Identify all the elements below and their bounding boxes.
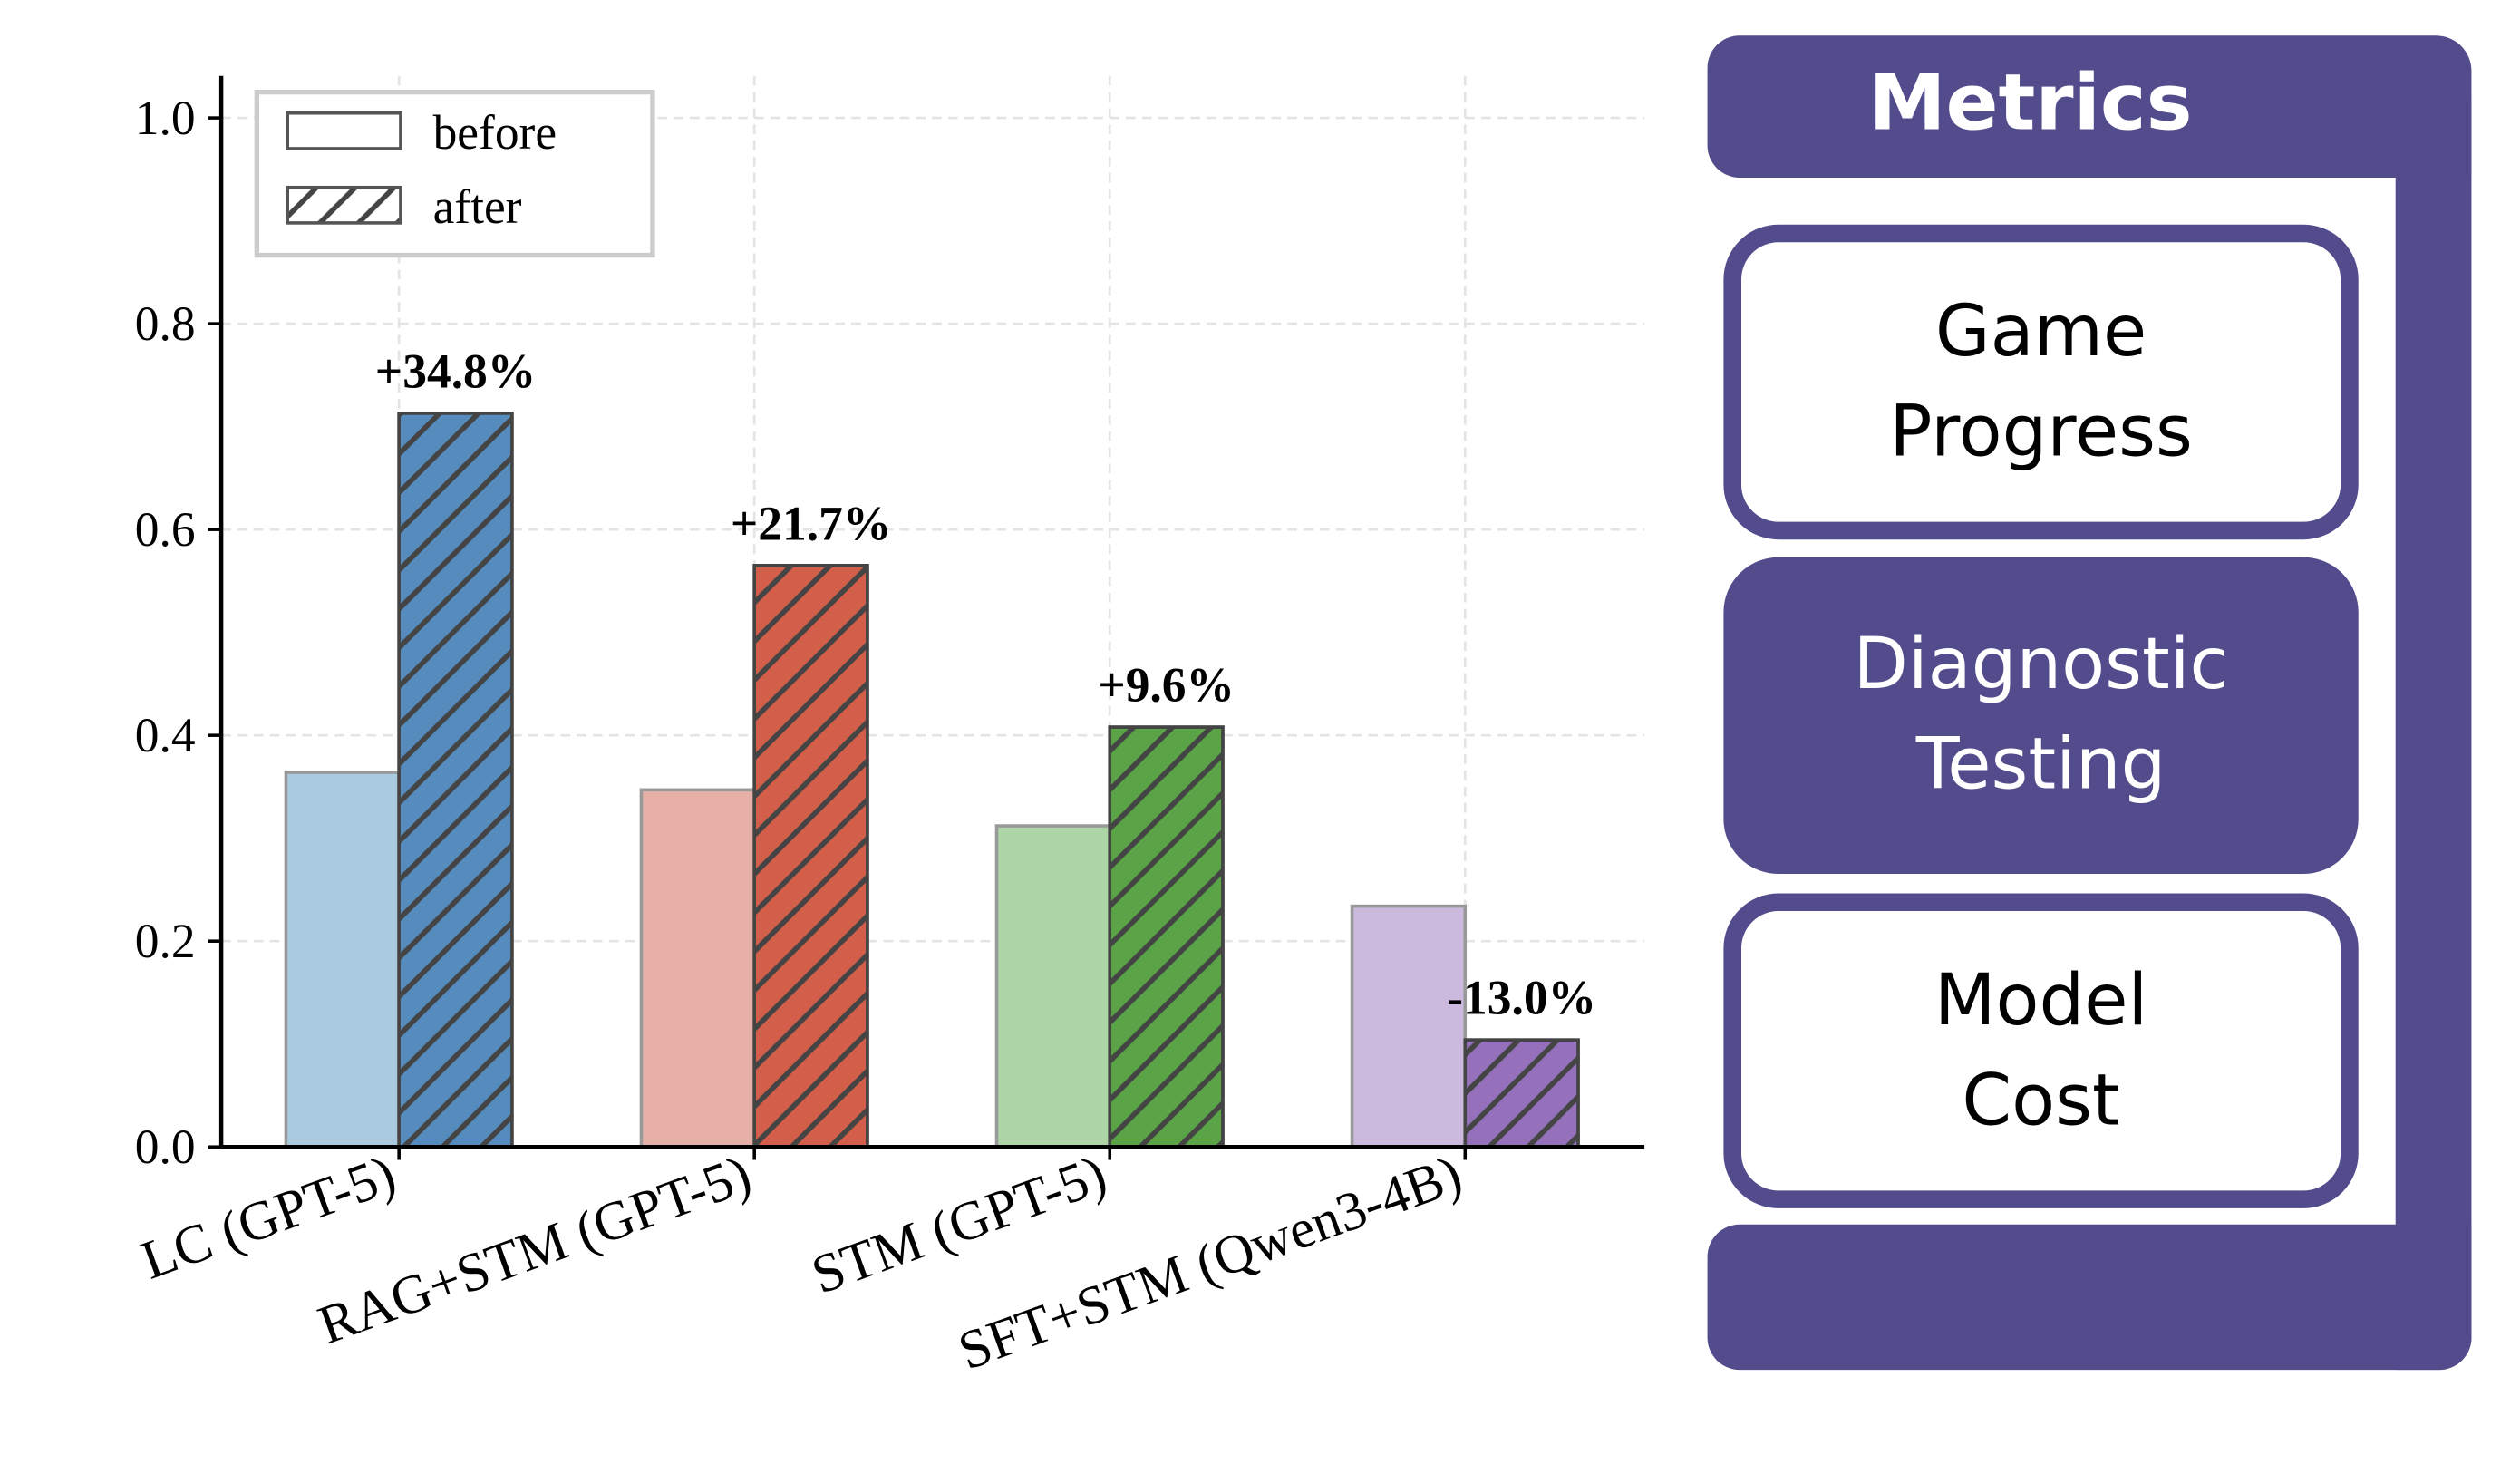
metric-diagnostic-testing: Diagnostic Testing bbox=[1723, 557, 2359, 875]
legend: before after bbox=[254, 89, 655, 258]
bar-before bbox=[639, 788, 756, 1149]
metric-game-progress: Game Progress bbox=[1723, 224, 2359, 540]
y-tick-label: 0.4 bbox=[135, 708, 196, 762]
legend-swatch-before bbox=[286, 111, 402, 150]
bar-hatch-after bbox=[397, 412, 514, 1149]
metrics-side-bar bbox=[2395, 96, 2472, 1371]
change-annotation: +21.7% bbox=[731, 496, 891, 550]
legend-label-after: after bbox=[433, 179, 522, 234]
metric-label: Diagnostic Testing bbox=[1853, 623, 2229, 807]
change-annotation: -13.0% bbox=[1447, 971, 1596, 1025]
bar-chart: 0.00.20.40.60.81.0+34.8%LC (GPT-5)+21.7%… bbox=[133, 75, 1645, 1382]
legend-swatch-after bbox=[286, 185, 402, 225]
bar-before bbox=[994, 824, 1112, 1149]
y-tick-label: 0.2 bbox=[135, 914, 196, 968]
metric-label: Game Progress bbox=[1889, 289, 2193, 473]
change-annotation: +34.8% bbox=[375, 344, 536, 398]
y-tick-label: 0.8 bbox=[135, 296, 196, 351]
y-tick-label: 0.0 bbox=[135, 1120, 196, 1174]
bar-hatch-after bbox=[752, 564, 869, 1149]
y-tick-label: 1.0 bbox=[135, 91, 196, 145]
metric-label: Model Cost bbox=[1934, 958, 2148, 1141]
bar-hatch-after bbox=[1463, 1038, 1580, 1149]
bar-hatch-after bbox=[1108, 725, 1225, 1149]
metrics-header: Metrics bbox=[1707, 35, 2472, 179]
bar-before bbox=[1350, 904, 1468, 1149]
metric-model-cost: Model Cost bbox=[1723, 893, 2359, 1208]
change-annotation: +9.6% bbox=[1098, 658, 1235, 713]
metrics-footer bbox=[1707, 1224, 2472, 1371]
legend-label-before: before bbox=[433, 105, 557, 160]
bar-before bbox=[284, 771, 401, 1149]
y-tick-label: 0.6 bbox=[135, 502, 196, 557]
metrics-title: Metrics bbox=[1868, 58, 2193, 149]
